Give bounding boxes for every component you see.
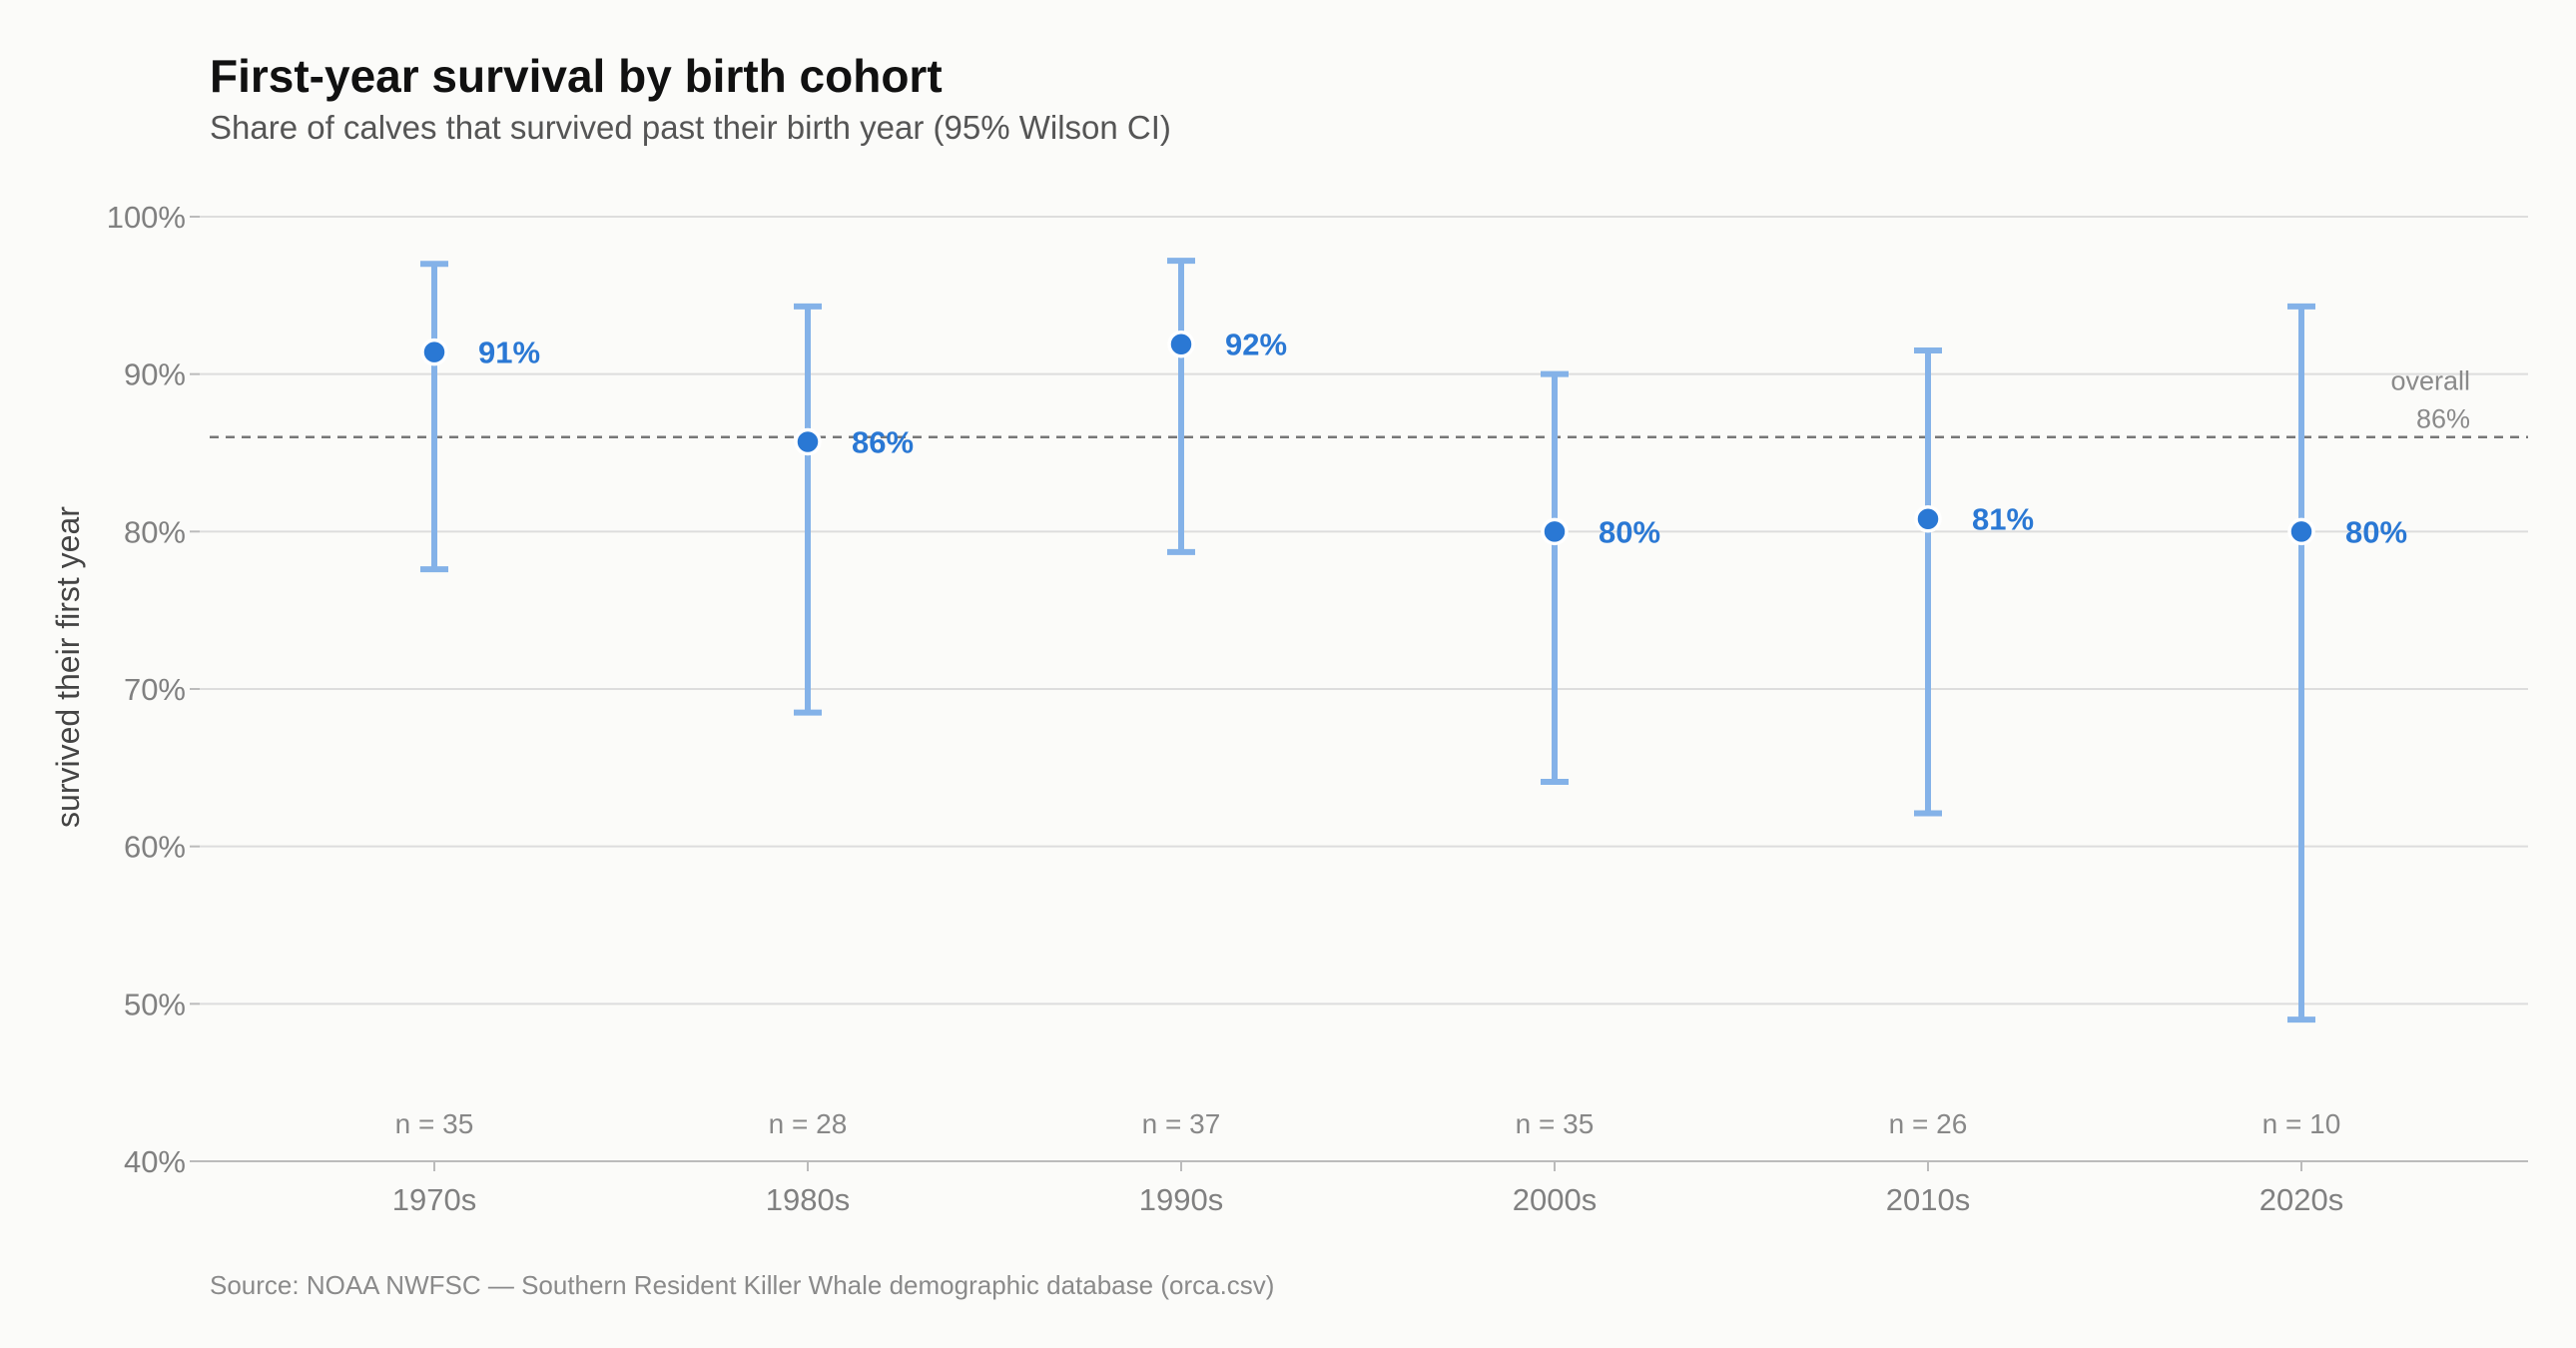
y-tick-label: 100% (107, 200, 186, 235)
chart-subtitle: Share of calves that survived past their… (210, 109, 1171, 146)
y-axis-label: survived their first year (50, 506, 86, 828)
x-tick-label: 2010s (1886, 1182, 1970, 1217)
data-point (2287, 517, 2315, 546)
y-tick-label: 40% (124, 1144, 186, 1179)
x-tick-label: 1980s (766, 1182, 850, 1217)
sample-size-label: n = 37 (1142, 1108, 1221, 1139)
data-point (1541, 517, 1569, 546)
value-label: 80% (1599, 514, 1660, 549)
value-label: 80% (2345, 514, 2407, 549)
x-tick-label: 1990s (1139, 1182, 1223, 1217)
y-tick-label: 70% (124, 672, 186, 707)
data-point (1914, 504, 1942, 533)
y-tick-label: 90% (124, 357, 186, 392)
value-label: 81% (1972, 502, 2034, 537)
x-tick-label: 1970s (392, 1182, 476, 1217)
sample-size-label: n = 26 (1889, 1108, 1968, 1139)
sample-size-label: n = 28 (769, 1108, 848, 1139)
value-label: 92% (1225, 328, 1287, 362)
y-tick-label: 80% (124, 514, 186, 549)
source-note: Source: NOAA NWFSC — Southern Resident K… (210, 1270, 1274, 1300)
x-tick-label: 2000s (1513, 1182, 1597, 1217)
overall-reference: overall 86% (210, 366, 2528, 438)
y-axis-ticks: 40% 50% 60% 70% 80% 90% 100% (107, 200, 200, 1179)
y-tick-label: 50% (124, 987, 186, 1021)
data-point (420, 337, 448, 366)
x-axis-ticks: 1970s 1980s 1990s 2000s 2010s 2020s (392, 1161, 2343, 1217)
value-label: 91% (478, 336, 540, 370)
sample-size-label: n = 10 (2262, 1108, 2341, 1139)
data-point (794, 427, 822, 456)
value-label: 86% (852, 424, 914, 459)
y-tick-label: 60% (124, 830, 186, 865)
cohort-marks: 91% n = 35 86% n = 28 92% n = 37 80% n = 35 81% n… (395, 258, 2407, 1139)
overall-reference-value: 86% (2416, 404, 2470, 434)
gridlines (200, 216, 2528, 1006)
sample-size-label: n = 35 (1516, 1108, 1595, 1139)
chart-title: First-year survival by birth cohort (210, 50, 943, 102)
data-point (1167, 330, 1195, 358)
x-tick-label: 2020s (2259, 1182, 2343, 1217)
sample-size-label: n = 35 (395, 1108, 474, 1139)
overall-reference-label: overall (2390, 366, 2470, 396)
